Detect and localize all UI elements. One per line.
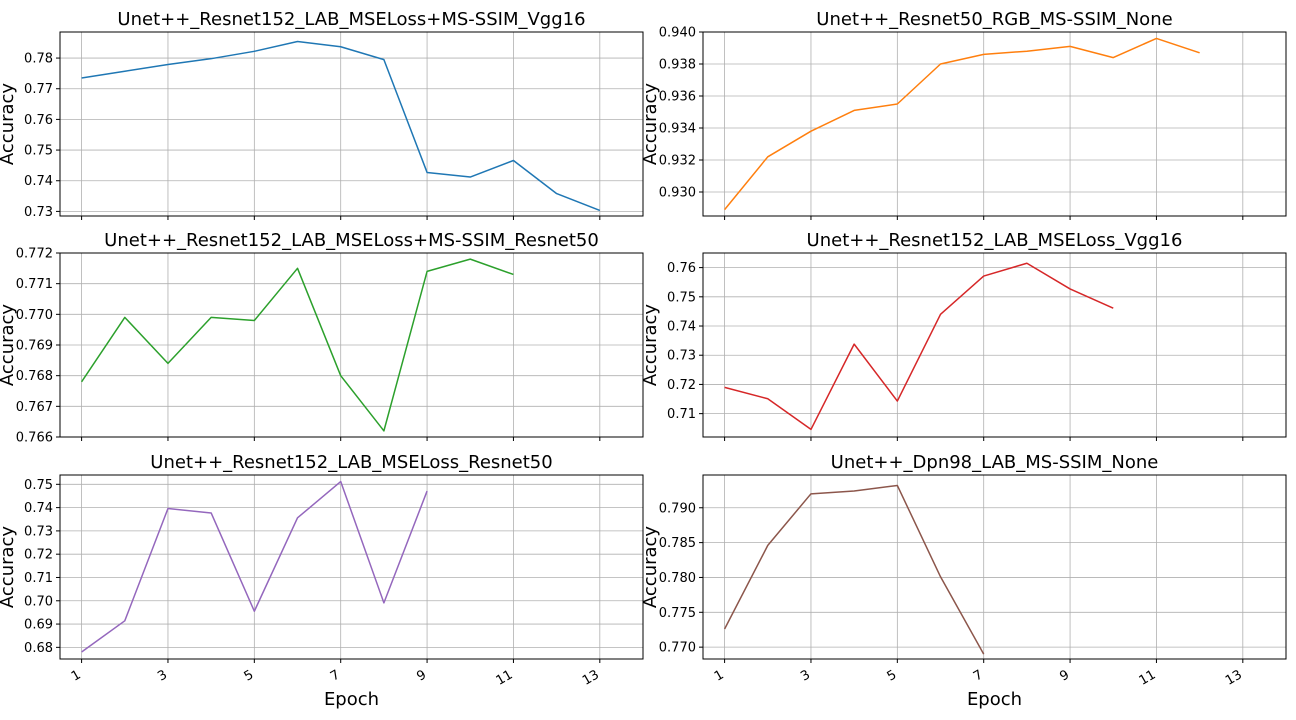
chart-title: Unet++_Dpn98_LAB_MS-SSIM_None (831, 452, 1159, 473)
x-tick-label: 3 (798, 667, 813, 684)
y-tick-label: 0.930 (659, 186, 696, 201)
y-tick-label: 0.940 (659, 26, 696, 41)
axes-frame (702, 252, 1287, 438)
y-tick-label: 0.75 (24, 478, 53, 493)
chart-panel-3: 0.766 0.767 0.768 0.769 0.770 0.771 0.772 Unet+… (0, 230, 644, 446)
y-axis-label: Accuracy (640, 304, 661, 387)
x-tick-label: 7 (971, 667, 986, 684)
y-tick-label: 0.75 (24, 144, 53, 159)
y-tick-label: 0.72 (667, 378, 696, 393)
y-axis-label: Accuracy (0, 304, 18, 387)
x-tick-label: 1 (69, 667, 84, 684)
y-tick-label: 0.770 (659, 641, 696, 656)
chart-title: Unet++_Resnet50_RGB_MS-SSIM_None (816, 9, 1172, 30)
y-tick-label: 0.768 (16, 369, 53, 384)
chart-title: Unet++_Resnet152_LAB_MSELoss_Resnet50 (150, 452, 552, 473)
y-tick-label: 0.71 (24, 571, 53, 586)
y-tick-label: 0.790 (659, 501, 696, 516)
axes-frame (59, 252, 644, 438)
axes-frame (702, 31, 1287, 217)
chart-panel-4: 0.71 0.72 0.73 0.74 0.75 0.76 Unet++_Resnet152… (640, 230, 1287, 441)
y-tick-label: 0.932 (659, 154, 696, 169)
y-axis-label: Accuracy (0, 526, 18, 609)
chart-panel-2: 0.930 0.932 0.934 0.936 0.938 0.940 Unet++_Res… (640, 9, 1287, 220)
y-tick-label: 0.77 (24, 82, 53, 97)
y-tick-label: 0.938 (659, 58, 696, 73)
chart-panel-1: 0.73 0.74 0.75 0.76 0.77 0.78 Unet++_Resnet152… (0, 9, 644, 220)
y-tick-label: 0.73 (24, 524, 53, 539)
y-tick-label: 0.70 (24, 594, 53, 609)
x-axis-label: Epoch (324, 689, 379, 710)
y-tick-label: 0.71 (667, 407, 696, 422)
chart-title: Unet++_Resnet152_LAB_MSELoss+MS-SSIM_Res… (104, 230, 599, 251)
y-tick-label: 0.74 (667, 320, 696, 335)
series-line (724, 262, 1114, 431)
axes-frame (59, 474, 644, 660)
y-tick-label: 0.766 (16, 431, 53, 446)
series-line (80, 258, 514, 432)
y-tick-label: 0.76 (667, 261, 696, 276)
y-tick-label: 0.74 (24, 501, 53, 516)
y-tick-label: 0.771 (16, 277, 53, 292)
y-axis-label: Accuracy (640, 83, 661, 166)
series-line (724, 37, 1200, 211)
series-line (723, 484, 985, 655)
y-axis-label: Accuracy (640, 526, 661, 609)
y-tick-label: 0.68 (24, 641, 53, 656)
chart-title: Unet++_Resnet152_LAB_MSELoss_Vgg16 (807, 230, 1183, 251)
y-tick-label: 0.770 (16, 308, 53, 323)
y-tick-label: 0.767 (16, 400, 53, 415)
x-tick-label: 11 (1137, 667, 1159, 688)
y-tick-label: 0.785 (659, 536, 696, 551)
series-line (81, 480, 428, 653)
y-tick-label: 0.780 (659, 571, 696, 586)
y-tick-label: 0.72 (24, 548, 53, 563)
y-tick-label: 0.769 (16, 339, 53, 354)
y-tick-label: 0.772 (16, 247, 53, 262)
x-tick-label: 3 (155, 667, 170, 684)
x-tick-label: 5 (885, 667, 900, 684)
axes-frame (702, 474, 1287, 660)
chart-title: Unet++_Resnet152_LAB_MSELoss+MS-SSIM_Vgg… (117, 9, 585, 30)
x-axis-label: Epoch (967, 689, 1022, 710)
x-tick-label: 9 (414, 667, 429, 684)
y-tick-label: 0.936 (659, 90, 696, 105)
series-line (81, 40, 601, 212)
y-tick-label: 0.75 (667, 290, 696, 305)
y-tick-label: 0.78 (24, 52, 53, 67)
x-tick-label: 13 (580, 667, 602, 688)
y-tick-label: 0.69 (24, 618, 53, 633)
y-tick-label: 0.934 (659, 122, 696, 137)
x-tick-label: 5 (242, 667, 257, 684)
chart-panel-5: 0.680.690.700.710.720.730.740.751 3 5 7 9 11 1… (0, 452, 644, 710)
y-tick-label: 0.73 (24, 205, 53, 220)
y-tick-label: 0.74 (24, 174, 53, 189)
y-tick-label: 0.775 (659, 606, 696, 621)
y-axis-label: Accuracy (0, 83, 18, 166)
axes-frame (59, 31, 644, 217)
x-tick-label: 11 (494, 667, 516, 688)
x-tick-label: 9 (1057, 667, 1072, 684)
y-tick-label: 0.73 (667, 349, 696, 364)
x-tick-label: 1 (712, 667, 727, 684)
x-tick-label: 13 (1223, 667, 1245, 688)
x-tick-label: 7 (328, 667, 343, 684)
y-tick-label: 0.76 (24, 113, 53, 128)
